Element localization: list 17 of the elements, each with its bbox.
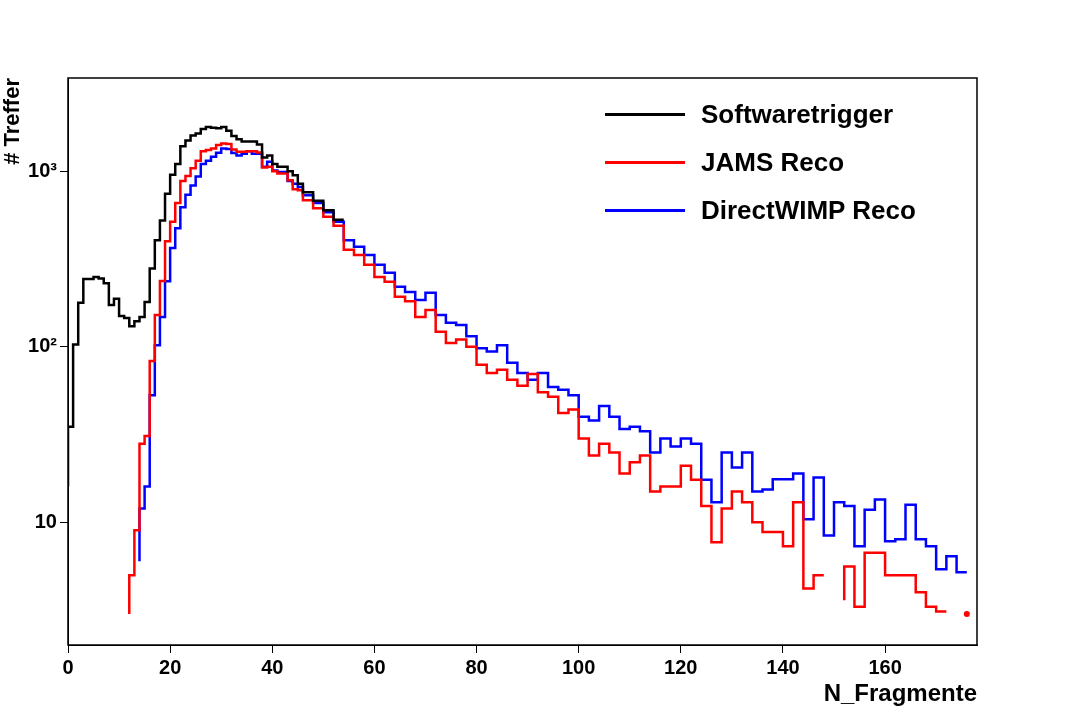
legend-label: JAMS Reco bbox=[701, 146, 845, 178]
x-tick-label: 140 bbox=[766, 655, 800, 678]
x-tick-label: 0 bbox=[62, 655, 74, 678]
x-tick-label: 80 bbox=[465, 655, 488, 678]
y-axis-title: # Treffer bbox=[0, 77, 25, 165]
x-axis-title: N_Fragmente bbox=[823, 679, 977, 707]
y-tick-label: 10 bbox=[34, 509, 57, 532]
x-tick-label: 100 bbox=[561, 655, 596, 678]
legend-label: DirectWIMP Reco bbox=[701, 194, 916, 226]
x-tick-label: 20 bbox=[159, 655, 182, 678]
y-tick-label: 10² bbox=[28, 334, 58, 357]
x-tick-label: 60 bbox=[363, 655, 386, 678]
y-tick-label: 10³ bbox=[28, 158, 58, 181]
legend-label: Softwaretrigger bbox=[701, 98, 894, 130]
x-tick-label: 40 bbox=[261, 655, 284, 678]
x-tick-label: 120 bbox=[664, 655, 698, 678]
x-tick-label: 160 bbox=[868, 655, 902, 678]
